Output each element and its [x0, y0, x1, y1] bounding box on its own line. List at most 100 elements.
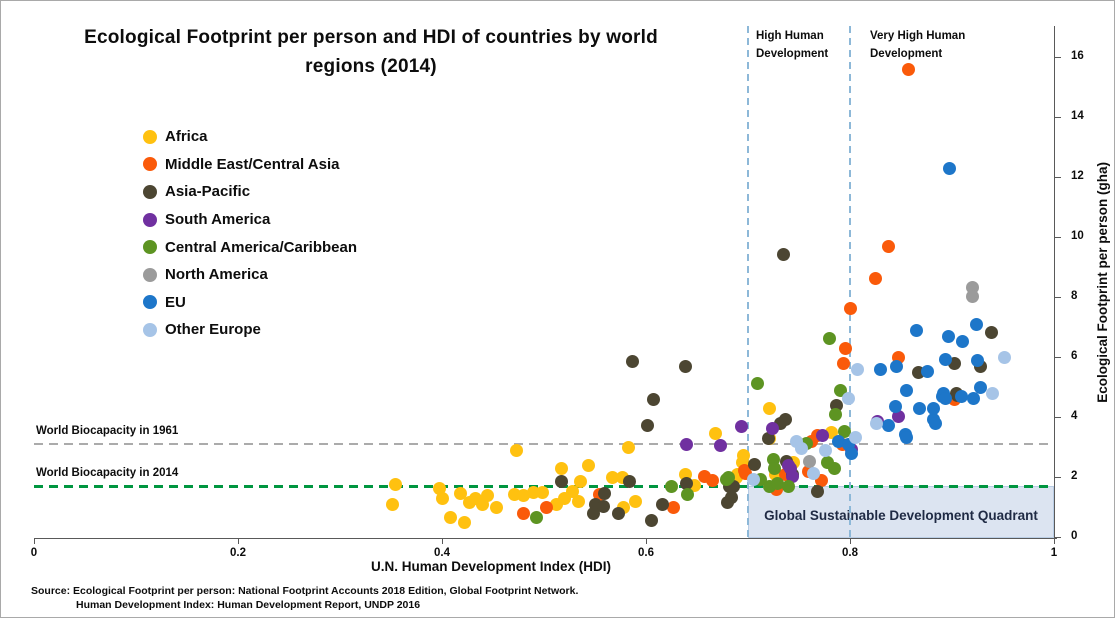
x-tick-label: 0.8 [842, 547, 858, 559]
data-point [433, 481, 447, 495]
data-point [912, 402, 926, 416]
y-tick-mark [1055, 357, 1061, 358]
data-point [582, 458, 596, 472]
data-point [850, 363, 864, 377]
data-point [890, 359, 904, 373]
legend-dot [143, 240, 157, 255]
legend-item-north-america: North America [143, 261, 357, 289]
data-point [901, 63, 915, 77]
data-point [794, 442, 808, 455]
chart-title: Ecological Footprint per person and HDI … [84, 27, 658, 78]
data-point [530, 511, 544, 524]
data-point [882, 239, 896, 253]
data-point [765, 421, 779, 435]
data-point [843, 301, 857, 315]
data-point [815, 429, 829, 443]
data-point [819, 444, 833, 458]
high-hdi-threshold-line [747, 26, 749, 538]
data-point [839, 341, 853, 355]
x-tick-mark [850, 539, 851, 544]
y-tick-label: 6 [1071, 350, 1078, 362]
data-point [722, 470, 736, 484]
data-point [611, 507, 625, 521]
legend-label: EU [165, 293, 186, 311]
data-point [435, 491, 449, 505]
data-point [623, 475, 637, 488]
data-point [955, 334, 969, 348]
data-point [747, 457, 761, 471]
legend-dot [143, 212, 157, 227]
x-tick-mark [646, 539, 647, 544]
legend-item-other-europe: Other Europe [143, 316, 357, 344]
data-point [572, 494, 586, 508]
legend-dot [143, 184, 157, 199]
y-tick-label: 2 [1071, 470, 1078, 482]
data-point [708, 427, 722, 440]
data-point [929, 416, 943, 430]
y-tick-label: 14 [1071, 110, 1084, 122]
data-point [574, 475, 588, 488]
data-point [986, 386, 1000, 400]
data-point [680, 477, 694, 491]
y-tick-mark [1055, 117, 1061, 118]
data-point [889, 400, 903, 413]
data-point [762, 401, 776, 415]
x-tick-label: 0 [30, 547, 38, 559]
y-tick-label: 16 [1071, 50, 1084, 62]
legend-label: Other Europe [165, 321, 261, 339]
data-point [489, 501, 503, 515]
data-point [842, 391, 856, 405]
data-point [554, 475, 568, 488]
data-point [457, 516, 471, 530]
biocapacity-2014-label: World Biocapacity in 2014 [36, 467, 179, 479]
legend-item-africa: Africa [143, 123, 357, 151]
data-point [969, 318, 983, 332]
legend-item-central-america-caribbean: Central America/Caribbean [143, 233, 357, 261]
data-point [626, 355, 640, 368]
data-point [939, 352, 953, 366]
legend-label: South America [165, 211, 271, 229]
chart-legend: Africa Middle East/Central Asia Asia-Pacif… [143, 123, 357, 344]
data-point [681, 487, 695, 501]
data-point [665, 480, 678, 494]
data-point [997, 351, 1011, 365]
data-point [832, 434, 846, 448]
legend-label: North America [165, 266, 268, 284]
data-point [966, 391, 980, 405]
data-point [509, 443, 523, 457]
data-point [622, 441, 636, 455]
data-point [823, 331, 837, 345]
data-point [655, 497, 669, 511]
data-point [453, 487, 467, 500]
data-point [844, 447, 858, 461]
data-point [385, 497, 399, 511]
data-point [771, 477, 785, 491]
data-point [909, 323, 923, 337]
legend-item-middle-east-central-asia: Middle East/Central Asia [143, 151, 357, 179]
x-tick-label: 1 [1050, 547, 1058, 559]
data-point [779, 412, 793, 426]
data-point [750, 376, 764, 390]
data-point [899, 384, 913, 398]
data-point [899, 430, 913, 444]
data-point [810, 484, 824, 498]
x-axis-title: U.N. Human Development Index (HDI) [370, 559, 612, 574]
legend-dot [143, 322, 157, 337]
high-development-zone-label: High Human Development [756, 30, 829, 61]
y-tick-mark [1055, 237, 1061, 238]
y-axis-title: Ecological Footprint per person (gha) [1095, 161, 1110, 403]
data-point [828, 461, 842, 475]
legend-label: Central America/Caribbean [165, 238, 358, 256]
data-point [746, 472, 760, 486]
data-point [927, 401, 941, 415]
data-point [644, 514, 658, 527]
y-tick-label: 4 [1071, 410, 1078, 422]
data-point [667, 501, 681, 515]
y-tick-mark [1055, 417, 1061, 418]
biocapacity-1961-label: World Biocapacity in 1961 [36, 425, 179, 437]
x-tick-label: 0.2 [230, 547, 246, 559]
very-high-development-zone-label: Very High Human Development [870, 30, 966, 61]
x-tick-label: 0.4 [434, 547, 450, 559]
y-tick-mark [1055, 177, 1061, 178]
